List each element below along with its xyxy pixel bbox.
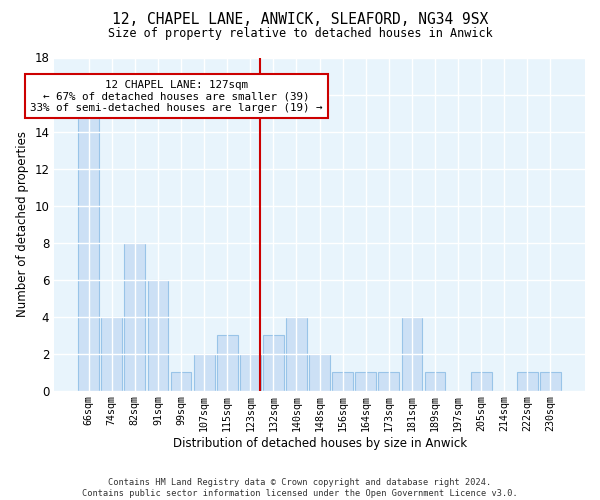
- Bar: [124, 242, 145, 390]
- Bar: [240, 354, 260, 391]
- Bar: [401, 316, 422, 390]
- Text: 12 CHAPEL LANE: 127sqm
← 67% of detached houses are smaller (39)
33% of semi-det: 12 CHAPEL LANE: 127sqm ← 67% of detached…: [30, 80, 323, 113]
- Text: Size of property relative to detached houses in Anwick: Size of property relative to detached ho…: [107, 28, 493, 40]
- Text: 12, CHAPEL LANE, ANWICK, SLEAFORD, NG34 9SX: 12, CHAPEL LANE, ANWICK, SLEAFORD, NG34 …: [112, 12, 488, 28]
- Bar: [309, 354, 330, 391]
- Bar: [101, 316, 122, 390]
- Text: Contains HM Land Registry data © Crown copyright and database right 2024.
Contai: Contains HM Land Registry data © Crown c…: [82, 478, 518, 498]
- Bar: [355, 372, 376, 390]
- Bar: [332, 372, 353, 390]
- Bar: [540, 372, 561, 390]
- Bar: [517, 372, 538, 390]
- Bar: [170, 372, 191, 390]
- Bar: [286, 316, 307, 390]
- Bar: [379, 372, 399, 390]
- Bar: [148, 280, 169, 390]
- Bar: [194, 354, 215, 391]
- Bar: [217, 335, 238, 390]
- X-axis label: Distribution of detached houses by size in Anwick: Distribution of detached houses by size …: [173, 437, 467, 450]
- Bar: [78, 113, 99, 390]
- Bar: [471, 372, 491, 390]
- Bar: [263, 335, 284, 390]
- Y-axis label: Number of detached properties: Number of detached properties: [16, 131, 29, 317]
- Bar: [425, 372, 445, 390]
